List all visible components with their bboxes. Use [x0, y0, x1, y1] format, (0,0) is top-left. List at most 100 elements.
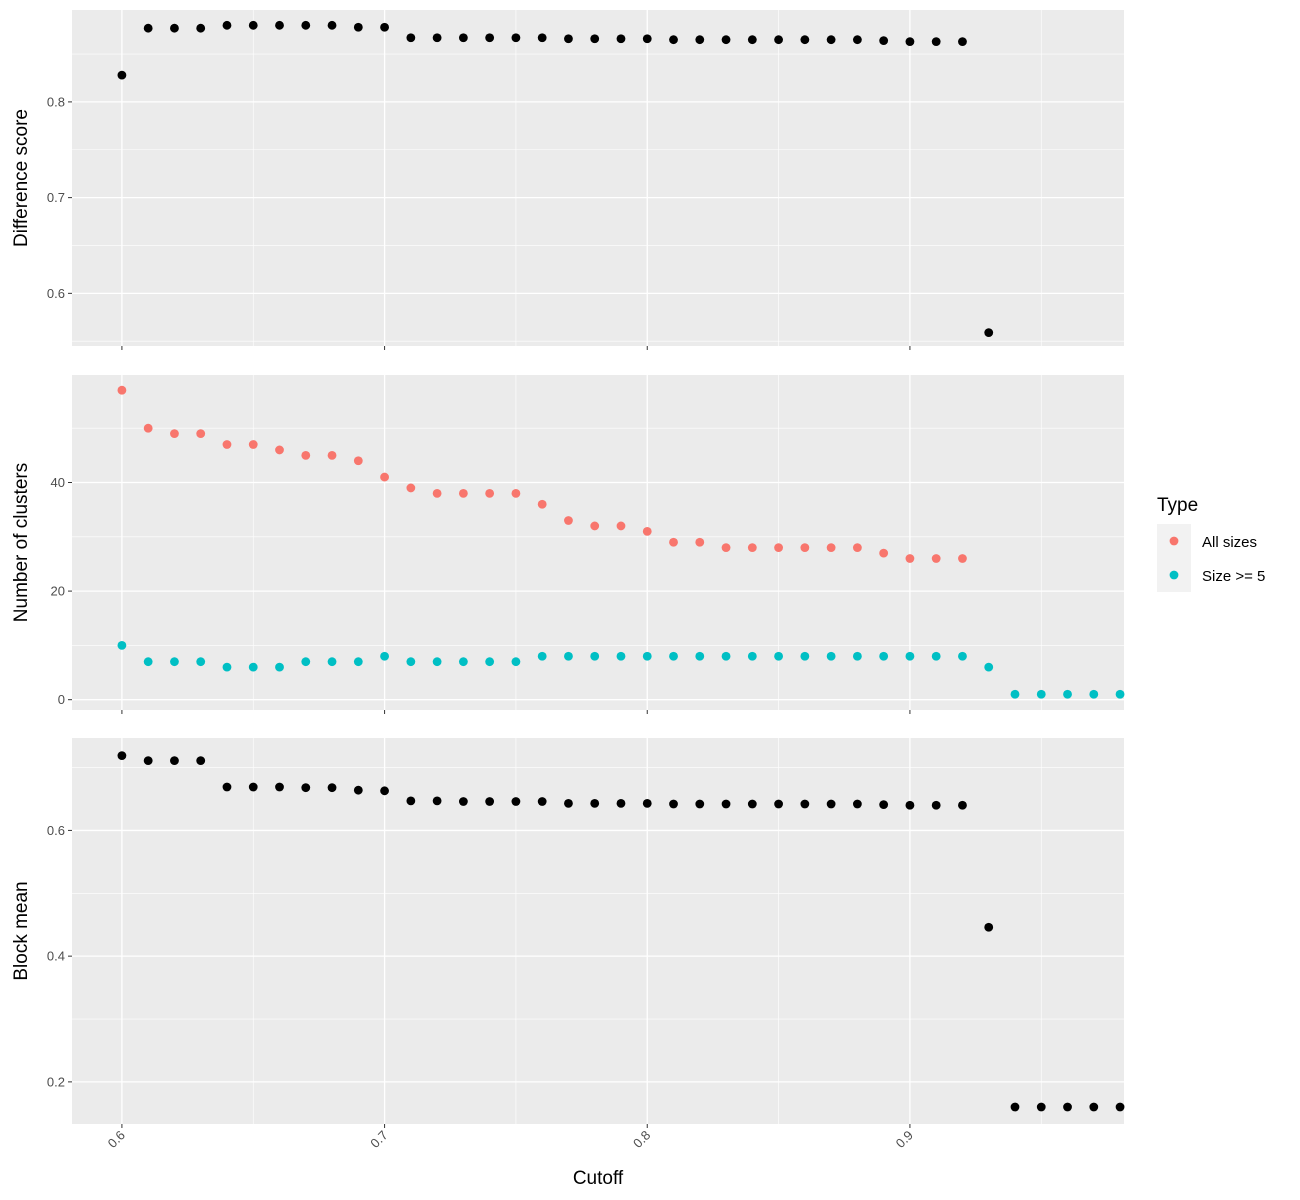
y-axis-title: Number of clusters — [11, 463, 32, 622]
point-size-5 — [747, 651, 757, 661]
point-size-5 — [852, 651, 862, 661]
point-all-sizes — [380, 472, 389, 482]
point-difference-score — [590, 34, 600, 44]
panel-background — [72, 738, 1124, 1124]
y-tick-label: 0.6 — [47, 823, 65, 838]
point-difference-score — [301, 20, 311, 30]
point-difference-score — [774, 35, 783, 45]
point-block-mean — [406, 796, 416, 806]
legend: Type All sizes Size >= 5 — [1157, 495, 1265, 592]
point-difference-score — [616, 34, 626, 44]
point-size-5 — [695, 651, 705, 661]
point-difference-score — [117, 70, 127, 80]
point-all-sizes — [222, 440, 232, 449]
panel-background — [72, 375, 1124, 710]
point-size-5 — [642, 651, 652, 661]
point-size-5 — [800, 651, 810, 661]
point-size-5 — [1036, 689, 1046, 699]
point-block-mean — [485, 797, 495, 806]
point-all-sizes — [642, 526, 652, 536]
point-all-sizes — [774, 543, 783, 553]
point-block-mean — [1036, 1102, 1046, 1112]
point-block-mean — [117, 751, 127, 761]
point-difference-score — [747, 35, 757, 45]
point-all-sizes — [905, 554, 915, 563]
point-difference-score — [353, 22, 363, 32]
point-difference-score — [458, 33, 468, 43]
point-block-mean — [170, 756, 179, 766]
point-block-mean — [642, 798, 652, 808]
point-size-5 — [1063, 689, 1072, 699]
point-block-mean — [353, 785, 363, 795]
point-size-5 — [222, 662, 232, 672]
legend-marker-size-5 — [1169, 570, 1179, 580]
point-size-5 — [1089, 689, 1099, 699]
point-block-mean — [327, 783, 337, 793]
panel-background — [72, 10, 1124, 346]
point-size-5 — [380, 651, 389, 661]
legend-title: Type — [1157, 495, 1198, 516]
point-difference-score — [721, 35, 731, 45]
point-size-5 — [590, 651, 600, 661]
x-axis-title: Cutoff — [573, 1168, 624, 1189]
point-block-mean — [196, 756, 206, 766]
point-difference-score — [406, 33, 416, 43]
y-tick-label: 40 — [51, 475, 65, 490]
point-all-sizes — [406, 483, 416, 493]
point-size-5 — [275, 662, 284, 672]
point-difference-score — [642, 34, 652, 44]
point-block-mean — [774, 799, 783, 809]
point-size-5 — [774, 651, 783, 661]
point-difference-score — [275, 20, 284, 30]
point-difference-score — [170, 23, 179, 33]
point-difference-score — [196, 23, 206, 33]
point-difference-score — [695, 35, 705, 45]
point-size-5 — [301, 657, 311, 667]
point-size-5 — [931, 651, 941, 661]
point-difference-score — [905, 37, 915, 46]
point-size-5 — [1010, 689, 1020, 699]
point-difference-score — [564, 34, 573, 44]
point-difference-score — [826, 35, 836, 45]
point-size-5 — [537, 651, 547, 661]
point-size-5 — [721, 651, 731, 661]
point-block-mean — [248, 782, 258, 792]
point-all-sizes — [590, 521, 600, 531]
point-difference-score — [879, 36, 889, 46]
point-size-5 — [1115, 689, 1125, 699]
point-block-mean — [958, 800, 967, 810]
point-difference-score — [931, 37, 941, 46]
y-tick-label: 0 — [58, 692, 65, 707]
point-block-mean — [669, 799, 678, 809]
point-all-sizes — [275, 445, 284, 455]
point-block-mean — [1089, 1102, 1099, 1112]
point-difference-score — [248, 20, 258, 30]
y-axis-title: Block mean — [11, 881, 32, 980]
point-difference-score — [800, 35, 810, 45]
point-block-mean — [826, 799, 836, 809]
point-difference-score — [669, 35, 678, 45]
y-tick-label: 0.8 — [47, 94, 65, 109]
point-all-sizes — [537, 499, 547, 509]
point-all-sizes — [511, 488, 521, 498]
point-size-5 — [170, 657, 179, 667]
y-axis-title: Difference score — [11, 109, 32, 247]
point-all-sizes — [695, 537, 705, 547]
point-block-mean — [564, 798, 573, 808]
point-block-mean — [380, 786, 389, 796]
x-tick-label: 0.7 — [367, 1128, 390, 1151]
point-all-sizes — [800, 543, 810, 553]
point-all-sizes — [931, 554, 941, 563]
point-block-mean — [984, 922, 994, 932]
legend-label-all-sizes: All sizes — [1202, 534, 1257, 551]
chart-panels: 0.6 0.7 0.8 Difference score 0 20 40 Number of … — [11, 10, 1125, 1151]
point-block-mean — [537, 797, 547, 806]
point-all-sizes — [170, 429, 179, 439]
point-block-mean — [1010, 1102, 1020, 1112]
legend-marker-all-sizes — [1169, 536, 1179, 546]
point-all-sizes — [826, 543, 836, 553]
point-all-sizes — [879, 548, 889, 558]
point-all-sizes — [669, 537, 678, 547]
point-difference-score — [222, 20, 232, 30]
